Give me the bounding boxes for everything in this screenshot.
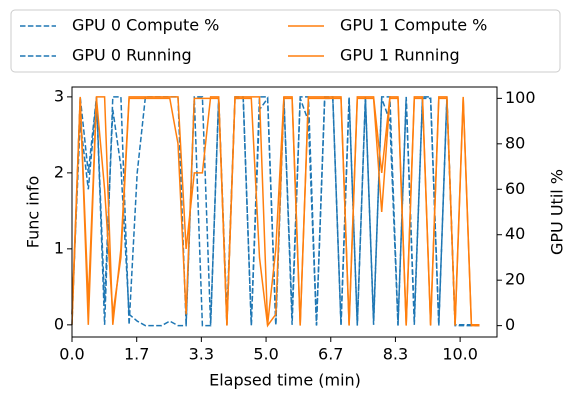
x-tick-label: 6.7 xyxy=(318,345,343,364)
series-line xyxy=(71,96,480,326)
x-tick-label: 8.3 xyxy=(383,345,408,364)
y-axis-label: Func info xyxy=(24,176,43,249)
x-tick-label: 0.0 xyxy=(59,345,84,364)
legend-label: GPU 1 Compute % xyxy=(340,16,487,35)
y-tick-label: 1 xyxy=(54,238,64,257)
y2-tick-label: 40 xyxy=(505,224,525,243)
y-tick-label: 2 xyxy=(54,162,64,181)
y2-tick-label: 0 xyxy=(505,315,515,334)
y2-tick-label: 80 xyxy=(505,133,525,152)
x-tick-label: 5.0 xyxy=(253,345,278,364)
series-line xyxy=(71,96,480,326)
legend-label: GPU 1 Running xyxy=(340,46,460,65)
y2-tick-label: 60 xyxy=(505,179,525,198)
x-axis-label: Elapsed time (min) xyxy=(209,371,361,390)
plot-area xyxy=(71,96,480,328)
legend xyxy=(10,9,561,73)
y2-tick-label: 20 xyxy=(505,270,525,289)
legend-label: GPU 0 Compute % xyxy=(72,16,219,35)
y-tick-label: 0 xyxy=(54,314,64,333)
y-tick-label: 3 xyxy=(54,86,64,105)
x-tick-label: 10.0 xyxy=(442,345,478,364)
legend-label: GPU 0 Running xyxy=(72,46,192,65)
y2-axis-label: GPU Util % xyxy=(548,169,567,255)
x-tick-label: 1.7 xyxy=(124,345,149,364)
x-tick-label: 3.3 xyxy=(189,345,214,364)
axes-frame xyxy=(71,86,498,338)
y2-tick-label: 100 xyxy=(505,88,536,107)
